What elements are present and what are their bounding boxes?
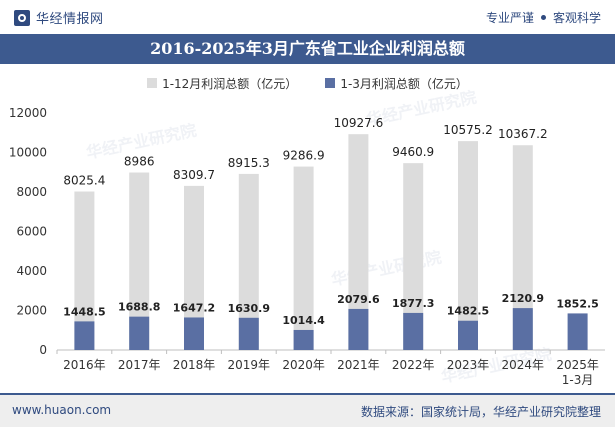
bar-full-year [403,163,424,350]
bar-q1 [293,329,314,350]
legend-label-full-year: 1-12月利润总额（亿元） [162,76,298,91]
data-label-full-year: 8309.7 [173,168,215,182]
bar-q1 [129,316,150,350]
logo-icon [14,9,30,26]
data-label-full-year: 10575.2 [443,123,493,137]
legend: 1-12月利润总额（亿元） 1-3月利润总额（亿元） [0,74,615,92]
bullet-icon [540,15,546,20]
legend-item-q1: 1-3月利润总额（亿元） [325,75,468,92]
bar-full-year [293,166,314,350]
data-label-full-year: 10927.6 [334,116,384,130]
bar-full-year [74,191,95,350]
bar-q1 [348,308,369,350]
x-tick-label: 1-3月 [562,373,594,387]
footer: www.huaon.com 数据来源：国家统计局，华经产业研究院整理 [0,395,615,427]
x-tick-label: 2021年 [337,358,380,372]
legend-swatch-q1 [325,78,336,88]
top-bar: 华经情报网 专业严谨 客观科学 [0,0,615,34]
x-tick-label: 2016年 [63,358,106,372]
data-label-full-year: 10367.2 [498,127,548,141]
y-tick-label: 4000 [16,264,47,278]
data-label-q1: 1877.3 [392,297,434,310]
bar-full-year [458,141,478,350]
data-label-q1: 2120.9 [502,292,544,305]
data-label-full-year: 8025.4 [63,173,105,187]
legend-label-q1: 1-3月利润总额（亿元） [340,76,468,91]
x-tick-label: 2017年 [118,358,161,372]
data-label-q1: 1630.9 [228,302,270,315]
slogan-right: 客观科学 [552,11,601,25]
legend-item-full-year: 1-12月利润总额（亿元） [147,75,297,92]
y-tick-label: 2000 [16,304,47,318]
data-label-q1: 1014.4 [282,314,325,327]
bar-q1 [512,308,533,350]
y-tick-label: 10000 [9,146,47,160]
footer-url: www.huaon.com [12,403,112,417]
bar-full-year [184,185,204,350]
brand: 华经情报网 [14,8,104,27]
footer-divider [0,393,615,395]
x-tick-label: 2018年 [173,358,216,372]
x-tick-label: 2025年 [556,358,599,372]
data-label-full-year: 9460.9 [392,145,434,159]
bar-full-year [129,172,150,350]
bar-full-year [238,173,259,350]
bar-q1 [458,320,478,350]
data-label-q1: 2079.6 [337,293,380,306]
bar-full-year [348,134,369,350]
x-tick-label: 2023年 [447,358,490,372]
title-bar: 2016-2025年3月广东省工业企业利润总额 [0,34,615,64]
data-label-q1: 1448.5 [63,305,105,318]
y-tick-label: 0 [39,343,47,357]
bar-q1 [403,312,424,350]
footer-source: 数据来源：国家统计局，华经产业研究院整理 [360,405,601,419]
data-label-q1: 1688.8 [118,301,160,314]
data-label-q1: 1647.2 [173,301,215,314]
slogan: 专业严谨 客观科学 [486,9,601,26]
x-tick-label: 2024年 [502,358,545,372]
data-label-full-year: 8986 [124,155,155,169]
brand-name: 华经情报网 [36,12,104,27]
data-label-full-year: 8915.3 [228,156,270,170]
bar-q1 [567,313,588,350]
legend-swatch-full-year [147,78,158,88]
bar-full-year [512,145,533,350]
data-label-q1: 1852.5 [556,297,598,310]
x-tick-label: 2019年 [228,358,271,372]
bar-q1 [184,317,204,350]
y-tick-label: 12000 [9,106,47,120]
data-label-full-year: 9286.9 [283,149,325,163]
bar-chart: 0 2000 4000 6000 8000 10000 12000 8025.4 1448.5 2… [9,106,605,387]
slogan-left: 专业严谨 [485,11,534,25]
x-tick-label: 2020年 [282,358,325,372]
y-tick-label: 8000 [16,185,47,199]
y-tick-label: 6000 [16,225,47,239]
data-label-q1: 1482.5 [447,305,489,318]
chart-title: 2016-2025年3月广东省工业企业利润总额 [150,39,465,58]
bar-q1 [74,321,95,350]
bar-q1 [238,317,259,350]
x-tick-label: 2022年 [392,358,435,372]
